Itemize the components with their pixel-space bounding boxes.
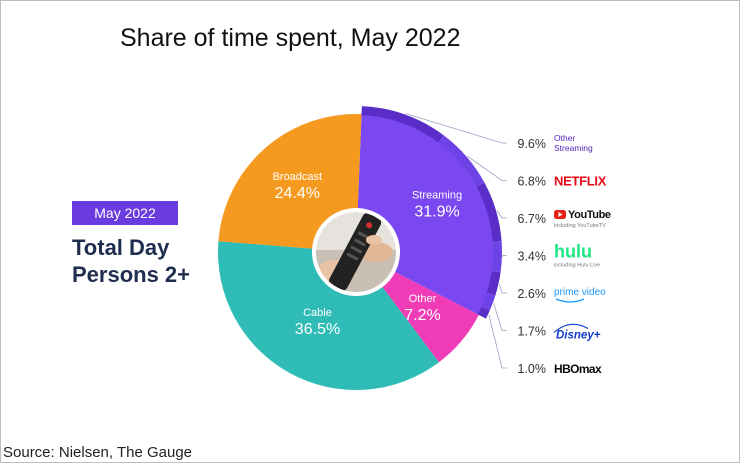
value-other-streaming: 9.6% [518, 137, 547, 151]
slice-label-other: Other [409, 293, 437, 305]
slice-value-cable: 36.5% [295, 321, 340, 338]
slice-value-other: 7.2% [404, 307, 440, 324]
svg-text:hulu: hulu [554, 242, 592, 262]
value-netflix: 6.8% [518, 175, 547, 189]
netflix-logo: NETFLIX [554, 174, 607, 189]
ring-segment-netflix [438, 135, 485, 187]
date-badge: May 2022 [72, 201, 178, 225]
disney-plus-logo: Disney+ [553, 323, 601, 342]
leader-line-prime-video [499, 284, 507, 294]
slice-label-broadcast: Broadcast [273, 171, 323, 183]
headline: Total Day Persons 2+ [72, 234, 190, 288]
svg-text:prime video: prime video [554, 287, 606, 298]
leader-line-other-streaming [405, 113, 507, 144]
ring-segment-hbo-max [477, 306, 490, 319]
svg-text:NETFLIX: NETFLIX [554, 174, 607, 189]
ring-segment-other-streaming [361, 106, 444, 143]
leader-line-disney [493, 303, 507, 331]
tv-remote-photo [314, 210, 398, 294]
ring-segment-prime-video [486, 271, 501, 296]
svg-text:Other: Other [554, 133, 575, 143]
svg-text:HBOmax: HBOmax [554, 362, 602, 376]
svg-text:Streaming: Streaming [554, 143, 593, 153]
value-hbo-max: 1.0% [518, 362, 547, 376]
svg-text:YouTube: YouTube [568, 209, 611, 221]
ring-segment-youtube [476, 182, 502, 242]
value-disney: 1.7% [518, 325, 547, 339]
svg-text:Disney+: Disney+ [556, 330, 601, 342]
slice-broadcast [218, 113, 362, 249]
leader-line-hbo-max [488, 314, 507, 369]
leader-line-hulu [501, 255, 507, 257]
slice-streaming [357, 114, 495, 315]
leader-line-netflix [467, 155, 507, 181]
value-hulu: 3.4% [518, 250, 547, 264]
value-prime-video: 2.6% [518, 287, 547, 301]
slice-value-streaming: 31.9% [414, 204, 459, 221]
slice-other [382, 272, 479, 363]
streaming-breakdown-ring [361, 106, 502, 319]
headline-line-1: Total Day [72, 235, 170, 260]
slice-label-cable: Cable [303, 307, 332, 319]
headline-line-2: Persons 2+ [72, 262, 191, 287]
svg-text:including Hulu Live: including Hulu Live [554, 263, 600, 269]
slice-labels: Streaming 31.9% Other 7.2% Cable 36.5% Broadca… [273, 171, 463, 338]
leader-line-youtube [496, 210, 507, 219]
source-note: Source: Nielsen, The Gauge [3, 444, 193, 461]
svg-text:including YouTubeTV: including YouTubeTV [554, 223, 606, 229]
slice-value-broadcast: 24.4% [275, 185, 320, 202]
chart-title: Share of time spent, May 2022 [120, 24, 461, 52]
value-youtube: 6.7% [518, 212, 547, 226]
donut-slices [218, 113, 495, 391]
slice-label-streaming: Streaming [412, 190, 462, 202]
prime-video-logo: prime video [554, 287, 606, 303]
hbo-max-logo: HBOmax [554, 362, 603, 376]
youtube-logo: YouTube including YouTubeTV [554, 209, 611, 229]
ring-segment-disney [481, 292, 496, 311]
slice-cable [218, 241, 439, 391]
ring-segment-hulu [491, 241, 502, 273]
